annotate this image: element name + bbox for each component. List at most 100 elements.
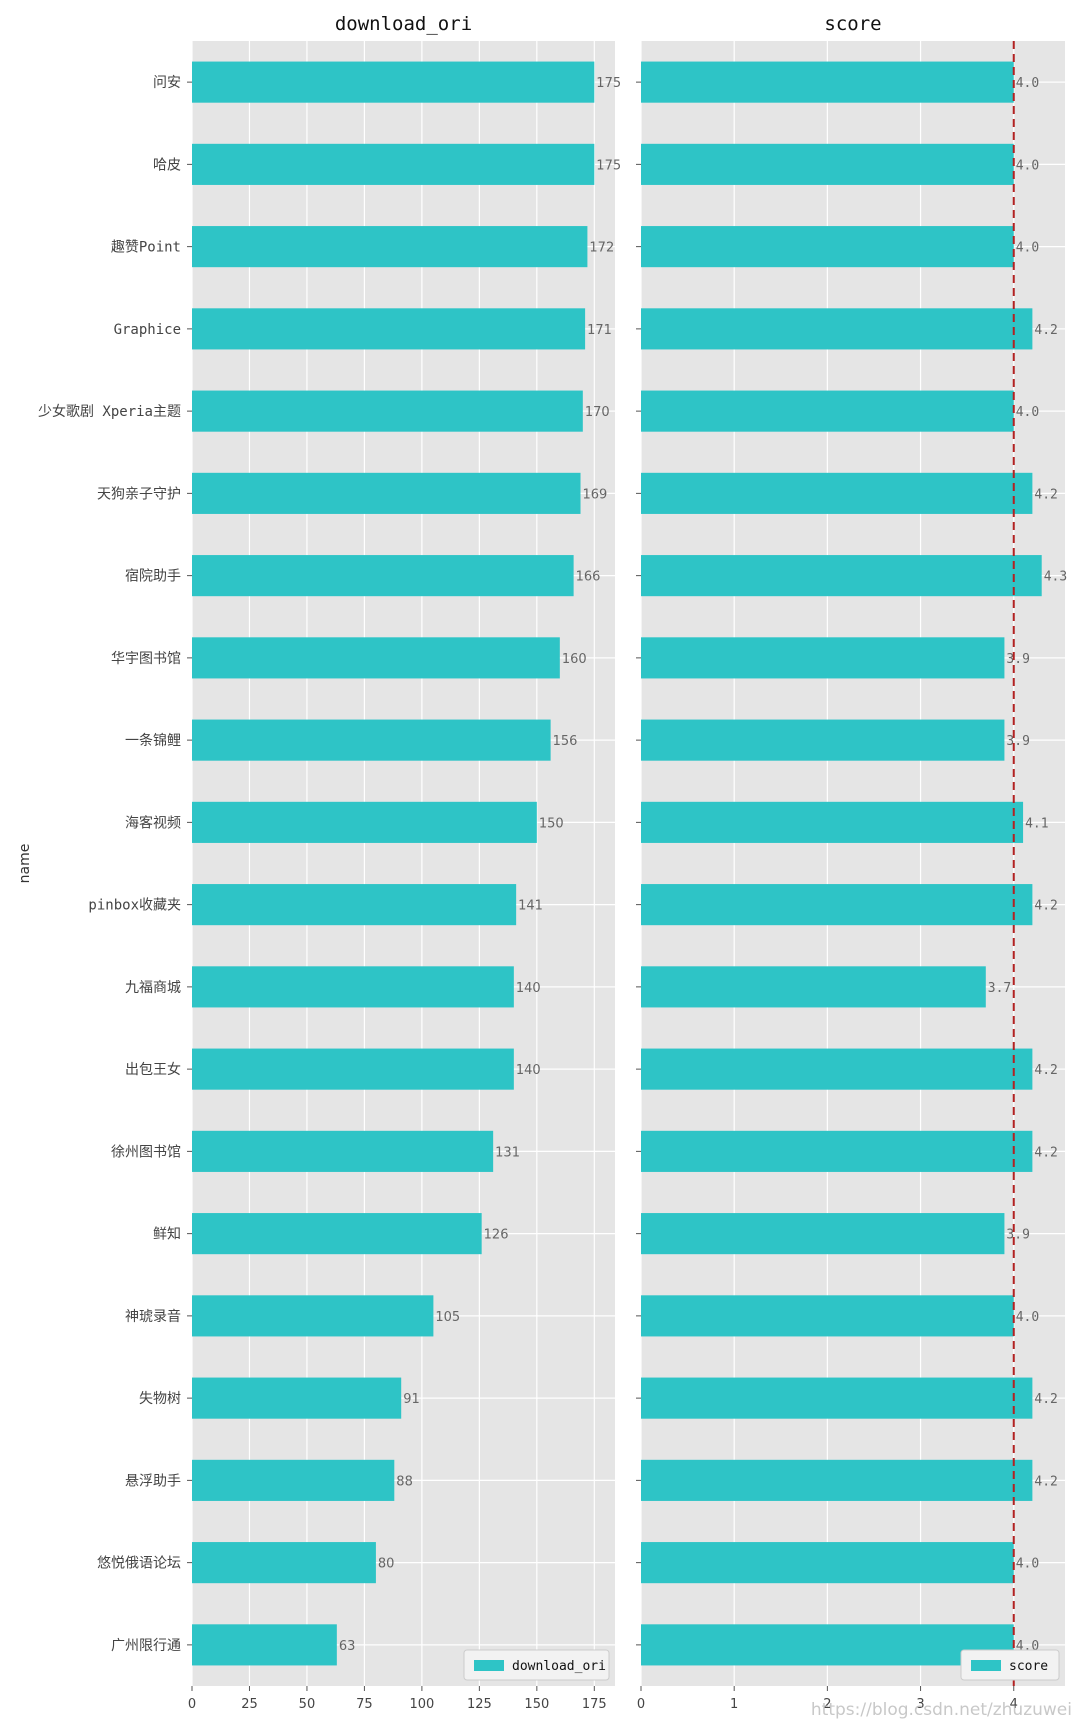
bar bbox=[192, 637, 560, 679]
bar bbox=[192, 1459, 395, 1501]
x-tick-label: 1 bbox=[730, 1697, 738, 1712]
data-label: 3.9 bbox=[1006, 652, 1029, 667]
bar bbox=[192, 1295, 434, 1337]
data-label: 170 bbox=[585, 405, 610, 420]
y-axis-label: name bbox=[17, 844, 33, 884]
bar bbox=[192, 308, 586, 350]
bar bbox=[192, 966, 514, 1008]
data-label: 131 bbox=[495, 1145, 520, 1160]
bar bbox=[192, 226, 588, 268]
x-tick-label: 100 bbox=[409, 1697, 434, 1712]
category-label: 失物树 bbox=[139, 1391, 181, 1407]
category-label: Graphice bbox=[114, 322, 181, 338]
plot-background-0 bbox=[192, 41, 615, 1686]
legend-box bbox=[960, 1649, 1060, 1681]
bar bbox=[192, 555, 574, 597]
data-label: 4.3 bbox=[1044, 570, 1067, 585]
bar bbox=[192, 1048, 514, 1090]
data-label: 140 bbox=[516, 1063, 541, 1078]
x-tick-label: 25 bbox=[241, 1697, 258, 1712]
data-label: 4.0 bbox=[1016, 241, 1039, 256]
bar bbox=[641, 1048, 1033, 1090]
x-tick-label: 125 bbox=[467, 1697, 492, 1712]
data-label: 169 bbox=[583, 487, 608, 502]
legend-label: score bbox=[1009, 1659, 1048, 1674]
legend-swatch bbox=[971, 1660, 1001, 1671]
plot-background-1 bbox=[641, 41, 1065, 1686]
x-tick-label: 3 bbox=[916, 1697, 924, 1712]
bar bbox=[192, 472, 581, 514]
data-label: 4.0 bbox=[1016, 1557, 1039, 1572]
bar bbox=[192, 61, 595, 103]
data-label: 4.2 bbox=[1034, 1392, 1057, 1407]
data-label: 3.9 bbox=[1006, 1228, 1029, 1243]
data-label: 80 bbox=[378, 1557, 395, 1572]
data-label: 4.2 bbox=[1034, 1145, 1057, 1160]
bar bbox=[192, 390, 583, 432]
data-label: 175 bbox=[596, 76, 621, 91]
data-label: 3.9 bbox=[1006, 734, 1029, 749]
x-tick-label: 75 bbox=[356, 1697, 373, 1712]
legend-label: download_ori bbox=[512, 1659, 606, 1674]
category-label: 一条锦鲤 bbox=[125, 732, 181, 749]
category-label: pinbox收藏夹 bbox=[88, 898, 181, 914]
x-tick-label: 0 bbox=[188, 1697, 196, 1712]
category-label: 九福商城 bbox=[125, 980, 181, 996]
bar bbox=[192, 884, 517, 926]
bar bbox=[641, 390, 1014, 432]
chart-title: download_ori bbox=[335, 13, 472, 35]
x-tick-label: 0 bbox=[637, 1697, 645, 1712]
bar bbox=[641, 1130, 1033, 1172]
bar bbox=[641, 1213, 1005, 1255]
category-label: 出包王女 bbox=[125, 1061, 181, 1078]
bar bbox=[192, 1624, 337, 1666]
data-label: 172 bbox=[589, 241, 614, 256]
data-label: 105 bbox=[435, 1310, 460, 1325]
category-label: 天狗亲子守护 bbox=[97, 486, 181, 502]
data-label: 175 bbox=[596, 158, 621, 173]
data-label: 63 bbox=[339, 1639, 356, 1654]
category-label: 趣赞Point bbox=[111, 240, 181, 256]
bar bbox=[641, 472, 1033, 514]
x-tick-label: 50 bbox=[299, 1697, 316, 1712]
bar bbox=[192, 1542, 376, 1584]
data-label: 4.2 bbox=[1034, 323, 1057, 338]
data-label: 3.7 bbox=[988, 981, 1011, 996]
data-label: 4.0 bbox=[1016, 76, 1039, 91]
data-label: 4.0 bbox=[1016, 405, 1039, 420]
x-tick-label: 4 bbox=[1010, 1697, 1018, 1712]
bar bbox=[641, 1542, 1014, 1584]
bar bbox=[641, 801, 1024, 843]
data-label: 150 bbox=[539, 816, 564, 831]
bar bbox=[641, 1624, 1014, 1666]
data-label: 4.0 bbox=[1016, 158, 1039, 173]
data-label: 4.2 bbox=[1034, 1474, 1057, 1489]
category-label: 悬浮助手 bbox=[125, 1473, 181, 1489]
bar bbox=[192, 1213, 482, 1255]
chart-title: score bbox=[824, 13, 881, 35]
data-label: 4.2 bbox=[1034, 1063, 1057, 1078]
data-label: 171 bbox=[587, 323, 612, 338]
category-label: 鲜知 bbox=[153, 1226, 181, 1243]
bar bbox=[641, 637, 1005, 679]
data-label: 4.1 bbox=[1025, 816, 1048, 831]
category-label: 宿院助手 bbox=[125, 568, 181, 585]
bar bbox=[641, 1295, 1014, 1337]
bar bbox=[641, 555, 1042, 597]
category-label: 哈皮 bbox=[153, 157, 181, 173]
bar bbox=[641, 1459, 1033, 1501]
data-label: 91 bbox=[403, 1392, 420, 1407]
data-label: 4.0 bbox=[1016, 1310, 1039, 1325]
category-label: 海客视频 bbox=[125, 814, 181, 831]
data-label: 166 bbox=[576, 570, 601, 585]
bar bbox=[192, 143, 595, 185]
x-tick-label: 175 bbox=[582, 1697, 607, 1712]
bar bbox=[641, 143, 1014, 185]
bar bbox=[192, 1377, 402, 1419]
bar bbox=[641, 966, 986, 1008]
category-label: 悠悦俄语论坛 bbox=[97, 1556, 181, 1572]
data-label: 4.2 bbox=[1034, 899, 1057, 914]
category-label: 徐州图书馆 bbox=[111, 1144, 181, 1160]
bar bbox=[641, 61, 1014, 103]
